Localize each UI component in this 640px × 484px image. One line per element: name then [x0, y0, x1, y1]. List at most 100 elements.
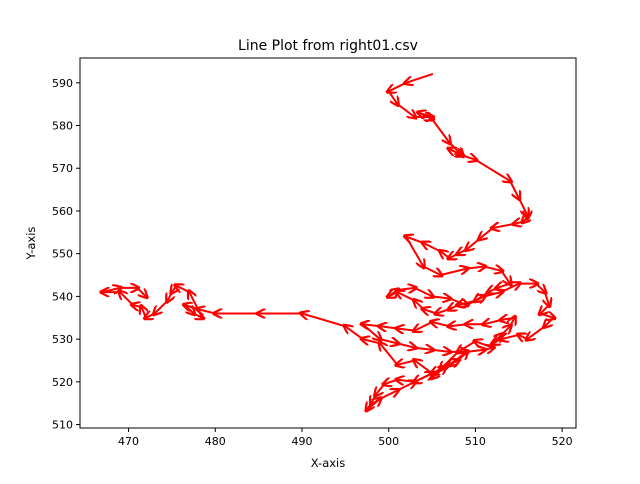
direction-arrow — [380, 326, 399, 328]
direction-arrow — [465, 267, 484, 269]
direction-arrow — [136, 286, 146, 297]
y-axis-ticks: 510 520 530 540 550 560 570 580 590 — [52, 77, 80, 432]
direction-arrow — [387, 90, 398, 104]
direction-arrow — [418, 113, 432, 119]
direction-arrow — [406, 73, 434, 83]
direction-arrow — [101, 288, 120, 292]
direction-arrow — [491, 335, 502, 345]
direction-arrow — [449, 254, 460, 258]
direction-arrow — [441, 252, 451, 259]
direction-arrow — [540, 304, 551, 314]
direction-arrow — [448, 297, 466, 306]
direction-arrow — [431, 296, 449, 298]
direction-arrow — [379, 390, 397, 400]
direction-arrow — [363, 324, 381, 326]
plot-area — [101, 73, 555, 411]
direction-arrow — [465, 296, 484, 306]
direction-arrow — [155, 299, 169, 314]
direction-arrow — [458, 249, 468, 253]
direction-arrow — [500, 326, 510, 336]
x-tick-label: 490 — [291, 435, 312, 448]
direction-arrow — [133, 305, 143, 307]
direction-arrow — [366, 399, 380, 411]
y-tick-label: 560 — [52, 205, 73, 218]
arrow-layer — [101, 73, 555, 411]
y-tick-label: 580 — [52, 120, 73, 133]
direction-arrow — [545, 291, 549, 305]
direction-arrow — [397, 329, 416, 331]
direction-arrow — [439, 269, 467, 276]
direction-arrow — [500, 269, 510, 284]
x-tick-label: 510 — [465, 435, 486, 448]
direction-arrow — [422, 265, 440, 276]
direction-arrow — [448, 149, 462, 155]
direction-arrow — [501, 318, 516, 320]
chart-title: Line Plot from right01.csv — [238, 38, 418, 54]
direction-arrow — [397, 361, 416, 365]
x-tick-label: 470 — [118, 435, 139, 448]
direction-arrow — [168, 291, 172, 301]
direction-arrow — [535, 282, 545, 293]
direction-arrow — [545, 316, 555, 327]
direction-arrow — [432, 322, 451, 326]
direction-arrow — [415, 301, 425, 311]
direction-arrow — [146, 314, 156, 318]
direction-arrow — [396, 288, 414, 290]
x-tick-label: 500 — [378, 435, 399, 448]
direction-arrow — [406, 237, 425, 244]
y-tick-label: 550 — [52, 248, 73, 261]
direction-arrow — [431, 350, 449, 352]
direction-arrow — [474, 158, 510, 181]
direction-arrow — [405, 235, 423, 267]
direction-arrow — [189, 292, 204, 319]
y-tick-label: 510 — [52, 419, 73, 432]
y-tick-label: 530 — [52, 333, 73, 346]
direction-arrow — [483, 292, 501, 296]
direction-arrow — [484, 320, 503, 324]
direction-arrow — [396, 382, 414, 392]
direction-arrow — [461, 155, 475, 159]
direction-arrow — [519, 335, 529, 339]
direction-arrow — [413, 373, 432, 383]
x-tick-label: 520 — [552, 435, 573, 448]
direction-arrow — [527, 325, 546, 339]
direction-arrow — [493, 224, 516, 228]
direction-arrow — [172, 286, 176, 292]
direction-arrow — [449, 350, 468, 365]
y-tick-label: 540 — [52, 290, 73, 303]
direction-arrow — [449, 324, 468, 326]
direction-arrow — [510, 318, 514, 328]
direction-arrow — [413, 348, 432, 350]
direction-arrow — [467, 237, 481, 250]
direction-arrow — [396, 103, 414, 117]
direction-arrow — [500, 284, 518, 294]
y-tick-label: 520 — [52, 376, 73, 389]
direction-arrow — [396, 343, 414, 347]
direction-arrow — [302, 314, 347, 328]
direction-arrow — [363, 339, 381, 343]
direction-arrow — [523, 217, 527, 221]
direction-arrow — [413, 286, 432, 297]
direction-arrow — [449, 305, 460, 309]
direction-arrow — [380, 343, 399, 366]
y-axis-label: Y-axis — [24, 227, 38, 261]
direction-arrow — [415, 361, 434, 375]
direction-arrow — [423, 309, 438, 313]
direction-arrow — [539, 314, 553, 318]
x-axis-label: X-axis — [311, 456, 346, 470]
direction-arrow — [509, 180, 519, 198]
direction-arrow — [183, 304, 194, 314]
direction-arrow — [389, 81, 407, 92]
direction-arrow — [387, 290, 398, 296]
direction-arrow — [431, 118, 449, 143]
direction-arrow — [483, 267, 501, 271]
direction-arrow — [384, 380, 399, 384]
direction-arrow — [142, 307, 146, 319]
direction-arrow — [475, 341, 494, 349]
direction-arrow — [423, 243, 442, 253]
direction-arrow — [376, 383, 386, 395]
direction-arrow — [415, 321, 434, 331]
